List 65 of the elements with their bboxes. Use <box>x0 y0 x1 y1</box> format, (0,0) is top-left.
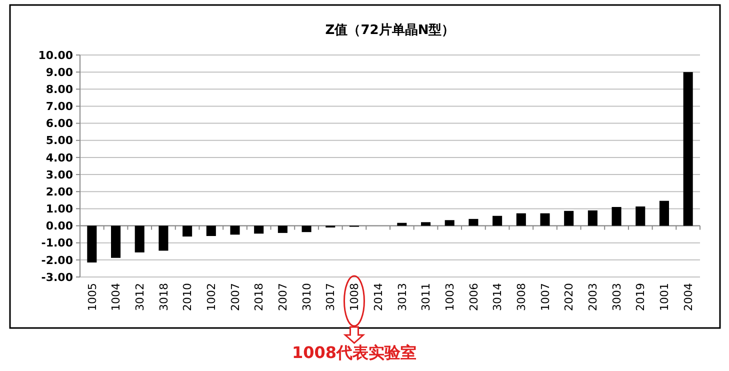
bar <box>182 226 192 237</box>
chart-title: Z值（72片单晶N型） <box>325 22 455 38</box>
y-tick-label: 2.00 <box>46 185 74 198</box>
y-tick-label: 0.00 <box>46 220 74 233</box>
bar <box>397 222 407 226</box>
y-tick-label: 1.00 <box>46 202 74 216</box>
bar <box>302 226 312 232</box>
bar <box>540 213 550 226</box>
x-tick-label: 3010 <box>300 283 314 311</box>
x-tick-label: 2020 <box>562 283 576 311</box>
bar <box>111 226 121 258</box>
y-tick-label: 10.00 <box>38 48 74 62</box>
y-tick-label: -1.00 <box>41 236 74 250</box>
x-tick-label: 1004 <box>110 283 123 311</box>
x-tick-label: 3017 <box>324 283 338 311</box>
y-tick-label: 6.00 <box>46 117 74 130</box>
x-tick-label: 2006 <box>467 283 480 311</box>
bar <box>492 216 502 226</box>
bar <box>636 206 646 226</box>
text: 1008代表实验室 <box>292 343 416 362</box>
bar <box>516 213 526 226</box>
bar <box>612 206 622 226</box>
x-tick-label: 1001 <box>658 283 672 311</box>
y-tick-label: 4.00 <box>46 151 74 164</box>
bar <box>134 226 144 252</box>
bar <box>468 218 478 226</box>
x-tick-label: 1003 <box>443 283 456 311</box>
x-tick-label: 3008 <box>515 283 528 311</box>
bar <box>230 226 240 235</box>
y-tick-label: 5.00 <box>46 134 74 148</box>
x-tick-label: 3013 <box>396 283 409 311</box>
x-tick-label: 2007 <box>228 283 242 311</box>
x-tick-label: 2019 <box>634 283 648 311</box>
bar <box>254 226 264 234</box>
x-tick-label: 2010 <box>181 283 194 311</box>
x-tick-label: 3011 <box>420 283 433 311</box>
bar <box>564 210 574 226</box>
y-tick-label: 9.00 <box>46 66 74 79</box>
x-tick-label: 2007 <box>276 283 290 311</box>
bar <box>278 226 288 233</box>
bar <box>421 222 431 226</box>
bar <box>659 200 669 226</box>
bar <box>683 72 693 226</box>
bar <box>206 226 216 236</box>
bar <box>158 226 168 251</box>
x-tick-label: 2014 <box>372 283 385 311</box>
x-tick-label: 2003 <box>586 283 600 311</box>
y-tick-label: 7.00 <box>46 100 74 114</box>
x-tick-label: 1002 <box>205 283 218 311</box>
x-tick-label: 3014 <box>491 283 504 311</box>
y-tick-label: 3.00 <box>46 168 74 182</box>
bar <box>444 220 454 226</box>
y-tick-label: -2.00 <box>41 254 74 267</box>
y-tick-label: 8.00 <box>46 83 74 96</box>
y-tick-label: -3.00 <box>41 270 74 284</box>
bar <box>588 210 598 226</box>
x-tick-label: 1007 <box>538 283 552 311</box>
x-tick-label: 2018 <box>252 283 266 311</box>
x-tick-label: 3003 <box>610 283 624 311</box>
bar <box>87 226 97 262</box>
x-tick-label: 3012 <box>133 283 146 311</box>
x-tick-label: 3018 <box>157 283 170 311</box>
x-tick-label: 1008 <box>348 283 362 311</box>
x-tick-label: 1005 <box>86 283 99 311</box>
x-tick-label: 2004 <box>682 283 695 311</box>
